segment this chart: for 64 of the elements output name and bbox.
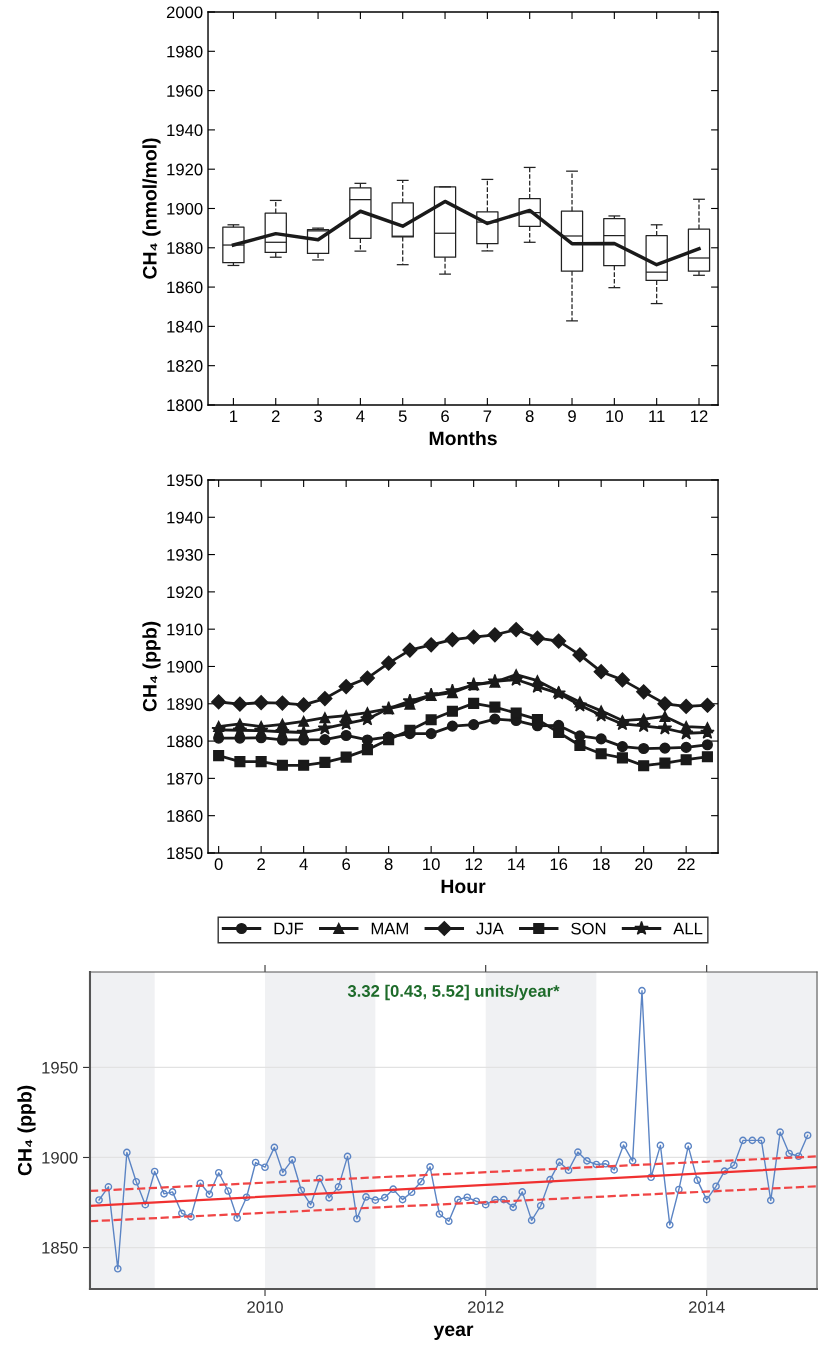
- x-tick-label: 14: [508, 858, 525, 870]
- x-tick-label: 10: [606, 410, 623, 423]
- x-tick-label: 6: [441, 410, 449, 423]
- x-tick-label: 2012: [468, 1301, 504, 1314]
- y-tick-label: 1960: [167, 85, 203, 97]
- y-tick-label: 1940: [167, 124, 203, 137]
- y-axis-title: CH₄ (ppb): [142, 621, 161, 712]
- x-tick-label: 4: [299, 858, 308, 870]
- legend-label: MAM: [371, 922, 408, 935]
- y-tick-label: 1840: [167, 320, 203, 333]
- y-tick-label: 1900: [167, 202, 203, 215]
- x-tick-label: 9: [568, 410, 576, 423]
- x-tick-label: 2010: [247, 1301, 283, 1314]
- y-tick-label: 1820: [167, 360, 203, 372]
- y-tick-label: 1870: [167, 772, 203, 785]
- y-tick-label: 1980: [167, 45, 203, 58]
- y-tick-label: 1900: [167, 660, 203, 673]
- x-tick-label: 3: [314, 410, 322, 423]
- y-tick-label: 1890: [167, 698, 203, 710]
- x-tick-label: 5: [398, 410, 407, 423]
- y-tick-label: 1800: [167, 399, 203, 412]
- y-tick-label: 1900: [42, 1151, 78, 1164]
- y-tick-label: 2000: [166, 6, 203, 19]
- x-tick-label: 7: [483, 410, 492, 422]
- x-tick-label: 12: [465, 858, 483, 870]
- y-tick-label: 1850: [42, 1241, 78, 1254]
- y-axis-title: CH₄ (ppb): [17, 1085, 36, 1176]
- x-tick-label: 0: [214, 858, 223, 871]
- x-tick-label: 22: [677, 858, 695, 870]
- annotation: 3.32 [0.43, 5.52] units/year*: [347, 984, 560, 1001]
- x-tick-label: 4: [356, 410, 365, 422]
- x-tick-label: 12: [691, 410, 708, 422]
- y-tick-label: 1940: [167, 511, 203, 524]
- x-tick-label: 18: [593, 858, 610, 871]
- x-tick-label: 8: [384, 858, 393, 871]
- x-axis-title: year: [433, 1325, 474, 1340]
- x-tick-label: 20: [635, 858, 653, 871]
- y-tick-label: 1860: [167, 810, 203, 822]
- y-tick-label: 1930: [167, 548, 203, 561]
- x-tick-label: 2: [271, 410, 280, 422]
- x-axis-title: Hour: [441, 879, 486, 894]
- y-tick-label: 1950: [167, 474, 203, 487]
- y-tick-label: 1920: [167, 163, 203, 176]
- x-tick-label: 8: [525, 410, 534, 423]
- x-tick-label: 1: [230, 410, 238, 422]
- legend-label: JJA: [476, 922, 504, 935]
- y-tick-label: 1850: [167, 847, 203, 860]
- x-tick-label: 11: [649, 410, 665, 422]
- y-tick-label: 1880: [167, 735, 203, 748]
- y-tick-label: 1860: [167, 281, 203, 294]
- y-tick-label: 1910: [167, 623, 203, 636]
- y-axis-title: CH₄ (nmol/mol): [142, 138, 161, 279]
- legend-label: ALL: [673, 922, 703, 935]
- legend-label: SON: [571, 922, 606, 935]
- x-tick-label: 10: [423, 858, 440, 871]
- y-tick-label: 1950: [42, 1061, 78, 1074]
- x-tick-label: 2: [257, 858, 265, 870]
- x-tick-label: 2014: [688, 1301, 725, 1314]
- legend-label: DJF: [274, 922, 304, 935]
- x-tick-label: 6: [342, 858, 351, 871]
- x-axis-title: Months: [429, 430, 497, 446]
- y-tick-label: 1880: [167, 242, 203, 254]
- x-tick-label: 16: [550, 858, 568, 871]
- y-tick-label: 1920: [167, 586, 203, 599]
